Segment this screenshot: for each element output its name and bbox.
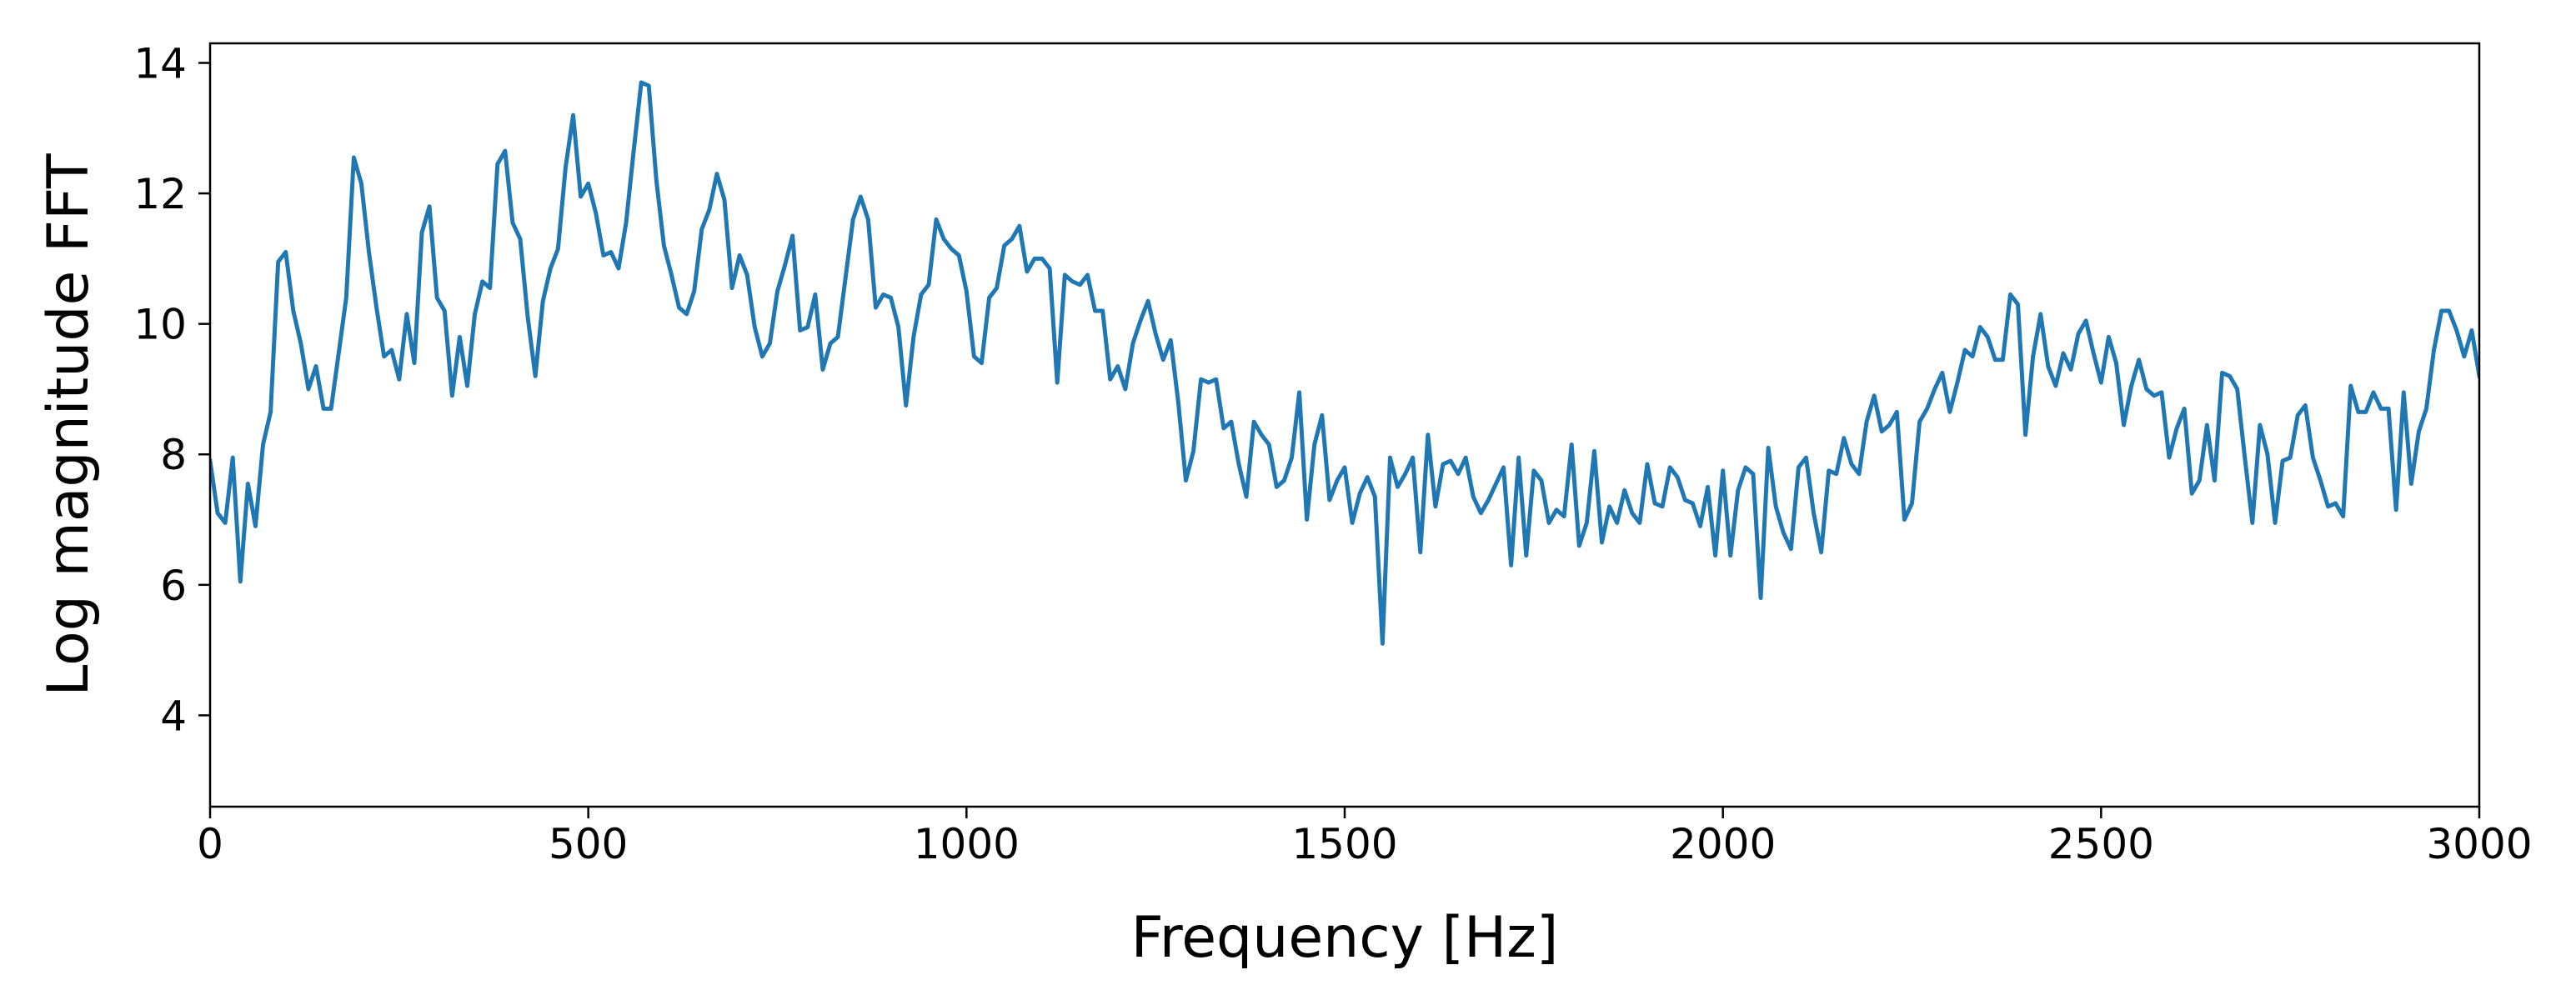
x-tick-label: 500	[549, 820, 628, 868]
x-tick-label: 2500	[2048, 820, 2154, 868]
x-tick-label: 0	[197, 820, 223, 868]
x-axis: 0 500 1000 1500 2000 2500 3000	[197, 807, 2533, 868]
y-tick-label: 8	[160, 431, 187, 479]
x-tick-label: 3000	[2426, 820, 2532, 868]
y-tick-label: 4	[160, 692, 187, 740]
y-axis: 4 6 8 10 12 14	[133, 39, 210, 740]
x-tick-label: 1000	[914, 820, 1020, 868]
plot-area	[208, 42, 2481, 808]
y-tick-label: 12	[133, 170, 187, 218]
x-tick-label: 2000	[1670, 820, 1776, 868]
x-tick-label: 1500	[1291, 820, 1397, 868]
y-axis-label: Log magnitude FFT	[36, 153, 102, 697]
y-tick-label: 6	[160, 562, 187, 610]
x-axis-label: Frequency [Hz]	[1131, 905, 1559, 971]
plot-frame	[208, 42, 2481, 808]
series-line	[210, 80, 2479, 646]
y-tick-label: 14	[133, 39, 187, 88]
y-tick-label: 10	[133, 301, 187, 349]
